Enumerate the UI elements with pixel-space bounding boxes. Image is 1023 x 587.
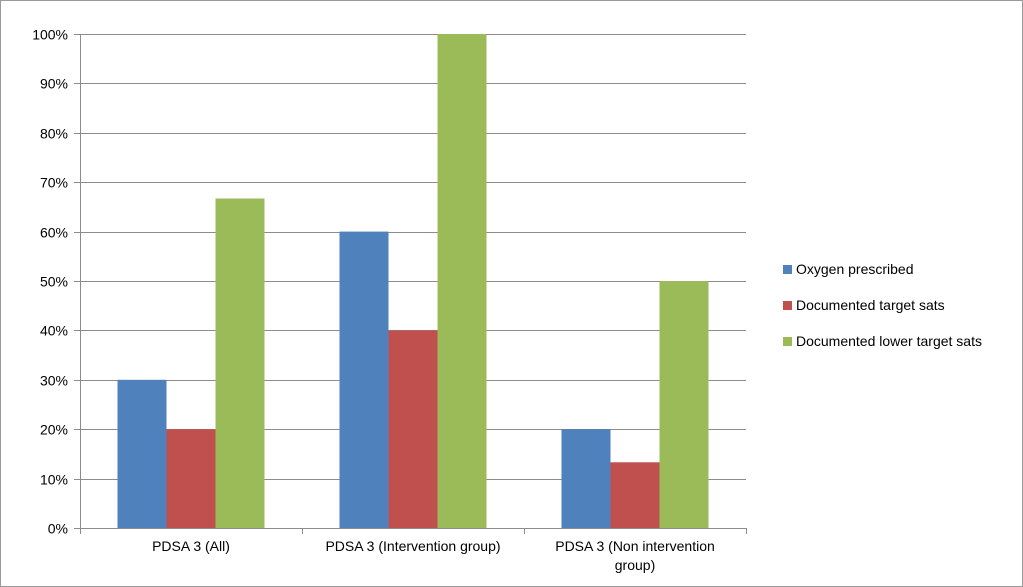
legend-item-oxygen-prescribed: Oxygen prescribed bbox=[783, 259, 982, 279]
y-axis-tick-labels: 0% 10% 20% 30% 40% 50% 60% 70% 80% 90% 100% bbox=[32, 27, 68, 537]
y-tick-label-10: 10% bbox=[40, 472, 68, 488]
bar-documented-lower-target-sats-pdsa-3-intervention-group bbox=[437, 34, 487, 528]
legend-label-documented-target-sats: Documented target sats bbox=[796, 297, 945, 313]
bar-oxygen-prescribed-pdsa-3-non-intervention-group bbox=[561, 429, 611, 528]
bar-oxygen-prescribed-pdsa-3-all bbox=[117, 379, 167, 528]
y-tick-label-70: 70% bbox=[40, 175, 68, 191]
bar-documented-target-sats-pdsa-3-intervention-group bbox=[388, 330, 438, 528]
bars bbox=[117, 34, 709, 528]
y-tick-label-80: 80% bbox=[40, 126, 68, 142]
x-tick-label-pdsa-3-intervention-group: PDSA 3 (Intervention group) bbox=[325, 538, 500, 554]
y-tick-label-30: 30% bbox=[40, 373, 68, 389]
legend-label-documented-lower-target-sats: Documented lower target sats bbox=[796, 333, 982, 349]
y-tick-label-100: 100% bbox=[32, 27, 68, 43]
y-tick-label-40: 40% bbox=[40, 323, 68, 339]
legend-item-documented-lower-target-sats: Documented lower target sats bbox=[783, 331, 982, 351]
legend-item-documented-target-sats: Documented target sats bbox=[783, 295, 982, 315]
x-tick-label-pdsa-3-all: PDSA 3 (All) bbox=[152, 538, 230, 554]
y-tick-label-20: 20% bbox=[40, 422, 68, 438]
y-tick-label-0: 0% bbox=[48, 521, 68, 537]
x-tick-label-pdsa-3-non-intervention-group: PDSA 3 (Non intervention group) bbox=[555, 538, 715, 573]
bar-documented-lower-target-sats-pdsa-3-all bbox=[215, 198, 265, 528]
x-axis-tick-labels: PDSA 3 (All) PDSA 3 (Intervention group) P… bbox=[152, 538, 715, 573]
bar-oxygen-prescribed-pdsa-3-intervention-group bbox=[339, 231, 389, 528]
legend-swatch-documented-lower-target-sats bbox=[783, 336, 792, 346]
y-tick-label-90: 90% bbox=[40, 76, 68, 92]
bar-documented-target-sats-pdsa-3-all bbox=[166, 429, 216, 528]
legend-swatch-oxygen-prescribed bbox=[783, 264, 792, 274]
bar-documented-lower-target-sats-pdsa-3-non-intervention-group bbox=[659, 281, 709, 528]
y-tick-label-50: 50% bbox=[40, 274, 68, 290]
legend-label-oxygen-prescribed: Oxygen prescribed bbox=[796, 261, 914, 277]
legend-swatch-documented-target-sats bbox=[783, 300, 792, 310]
axes bbox=[74, 34, 747, 534]
legend: Oxygen prescribed Documented target sats… bbox=[783, 259, 982, 367]
bar-documented-target-sats-pdsa-3-non-intervention-group bbox=[610, 462, 660, 528]
y-tick-label-60: 60% bbox=[40, 225, 68, 241]
